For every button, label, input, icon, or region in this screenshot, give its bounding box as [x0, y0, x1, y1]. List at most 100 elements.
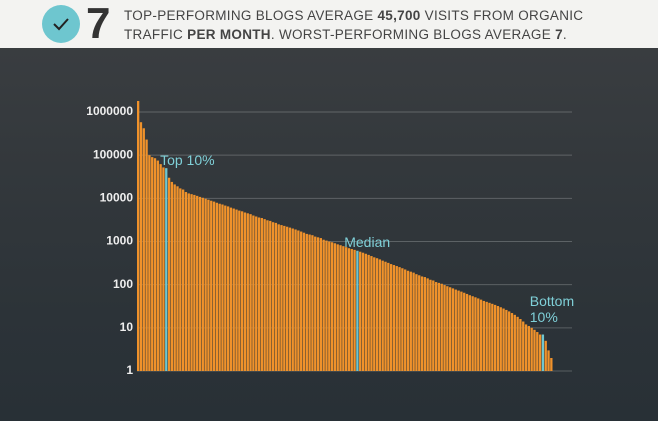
bar [294, 229, 297, 371]
bar [485, 301, 488, 371]
bar [246, 213, 249, 371]
bar [384, 261, 387, 371]
bar [508, 311, 511, 371]
bar [541, 334, 545, 371]
bar [179, 188, 182, 371]
bar [308, 234, 311, 371]
bar [406, 270, 410, 371]
bar [373, 257, 376, 371]
header-segment: . WORST-PERFORMING BLOGS AVERAGE [270, 27, 556, 42]
bar [378, 259, 382, 371]
bar [333, 243, 337, 371]
bar [429, 279, 432, 371]
bar [280, 225, 283, 371]
y-tick-label: 100 [113, 277, 133, 291]
annotation: Median [344, 233, 391, 250]
bar [471, 296, 474, 371]
bar [266, 220, 269, 371]
header-segment: VISITS FROM ORGANIC TRAFFIC [124, 8, 588, 42]
bar [173, 184, 176, 371]
bar [353, 249, 356, 371]
bar [482, 300, 486, 371]
bar [493, 304, 497, 371]
bar [381, 260, 384, 371]
y-tick-label: 1000 [106, 234, 133, 248]
bar [257, 217, 261, 371]
bar [398, 267, 401, 371]
bar [226, 206, 230, 371]
bar [156, 160, 159, 371]
bar [426, 278, 429, 371]
bar [392, 265, 396, 371]
header-segment: . [562, 27, 567, 42]
bar [530, 327, 533, 371]
bar [187, 193, 190, 371]
bar [297, 230, 300, 371]
bar [204, 198, 207, 371]
bar [302, 232, 306, 371]
bar [345, 247, 348, 371]
bar [451, 288, 455, 371]
header-segment: PER MONTH [187, 27, 271, 42]
bar [269, 220, 272, 371]
bar [271, 222, 275, 371]
bar [193, 194, 196, 371]
bar [339, 245, 342, 371]
annotation: Top 10% [160, 152, 215, 169]
bar [288, 227, 292, 371]
y-tick-label: 10000 [100, 191, 134, 205]
bar [319, 238, 323, 371]
bar [538, 334, 542, 371]
bar [316, 237, 320, 371]
bar [241, 211, 244, 371]
bar [260, 218, 263, 371]
bar [167, 177, 171, 371]
bar [423, 277, 427, 371]
bar [311, 235, 314, 371]
header-segment: 7 [555, 27, 563, 42]
bar [336, 244, 339, 371]
bar [474, 297, 477, 371]
bar [218, 203, 221, 371]
bar [314, 236, 317, 371]
bar [536, 332, 539, 371]
bar [252, 215, 255, 371]
bar [499, 307, 502, 371]
bar [232, 208, 235, 371]
bar [364, 253, 367, 371]
bar [361, 252, 365, 371]
bar [502, 308, 505, 371]
bar [151, 157, 154, 371]
bar [305, 233, 308, 371]
bar [449, 287, 452, 371]
bar [229, 207, 233, 371]
bar [243, 212, 247, 371]
bar [176, 186, 179, 371]
bar [350, 249, 353, 371]
bar [468, 295, 471, 371]
bar [412, 272, 415, 371]
bar [432, 280, 435, 371]
bar [505, 309, 508, 371]
bar [347, 248, 351, 371]
bar [415, 274, 418, 371]
bar [249, 214, 252, 371]
bar [395, 266, 398, 371]
bar [420, 276, 424, 371]
bar [510, 313, 514, 371]
bar [544, 340, 547, 371]
bar [527, 326, 531, 371]
bar [263, 219, 266, 371]
bar [274, 222, 278, 371]
bar [460, 291, 463, 371]
bar [142, 128, 145, 371]
bar [235, 209, 238, 371]
header-segment: TOP-PERFORMING BLOGS AVERAGE [124, 8, 378, 23]
check-mark [53, 18, 69, 31]
y-tick-label: 100000 [93, 147, 133, 161]
bar [221, 204, 224, 371]
bar [277, 224, 280, 371]
bar [165, 168, 168, 371]
bar [488, 302, 491, 371]
